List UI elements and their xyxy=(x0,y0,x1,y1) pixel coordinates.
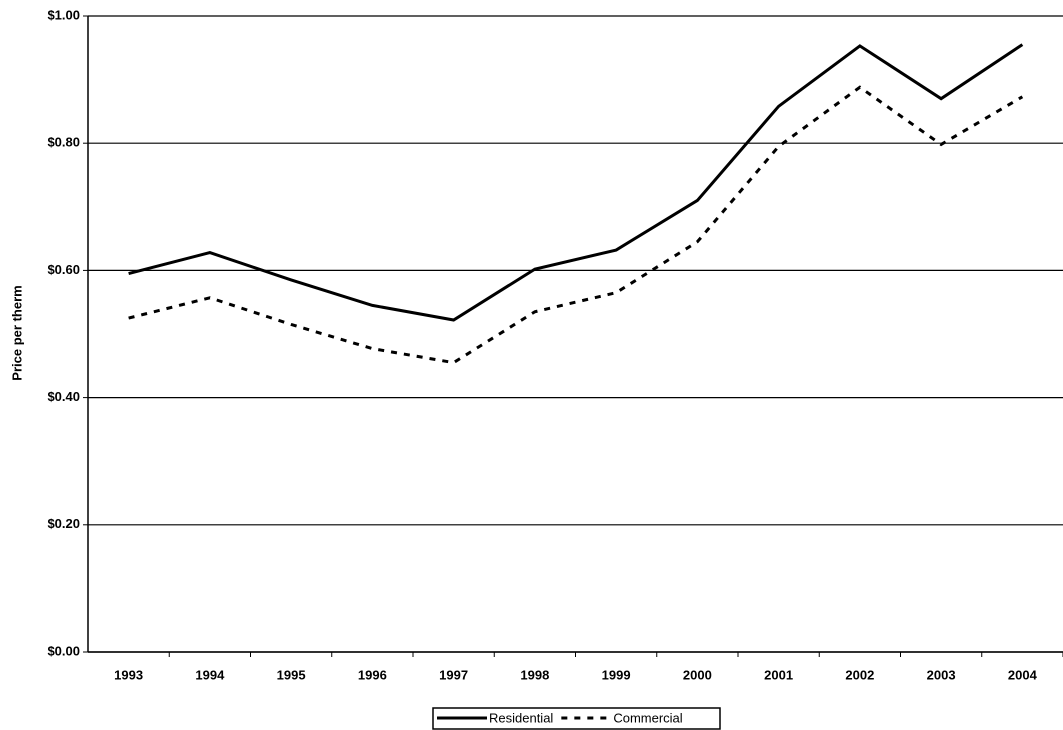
x-tick-label: 1998 xyxy=(520,667,549,682)
y-tick-label: $1.00 xyxy=(47,7,80,22)
x-tick-label: 2003 xyxy=(927,667,956,682)
x-tick-label: 1997 xyxy=(439,667,468,682)
x-tick-label: 2004 xyxy=(1008,667,1038,682)
x-tick-label: 2002 xyxy=(845,667,874,682)
series-line xyxy=(128,43,1024,322)
y-axis-label: Price per therm xyxy=(9,285,24,380)
x-tick-label: 1996 xyxy=(358,667,387,682)
legend-label: Commercial xyxy=(613,710,682,725)
y-tick-label: $0.40 xyxy=(47,389,80,404)
x-tick-label: 1999 xyxy=(602,667,631,682)
x-tick-label: 2000 xyxy=(683,667,712,682)
x-tick-label: 1995 xyxy=(277,667,306,682)
y-tick-label: $0.80 xyxy=(47,135,80,150)
y-tick-label: $0.20 xyxy=(47,516,80,531)
legend-label: Residential xyxy=(489,710,553,725)
x-tick-label: 1993 xyxy=(114,667,143,682)
y-tick-label: $0.60 xyxy=(47,262,80,277)
x-tick-label: 2001 xyxy=(764,667,793,682)
x-tick-label: 1994 xyxy=(195,667,225,682)
y-tick-label: $0.00 xyxy=(47,643,80,658)
